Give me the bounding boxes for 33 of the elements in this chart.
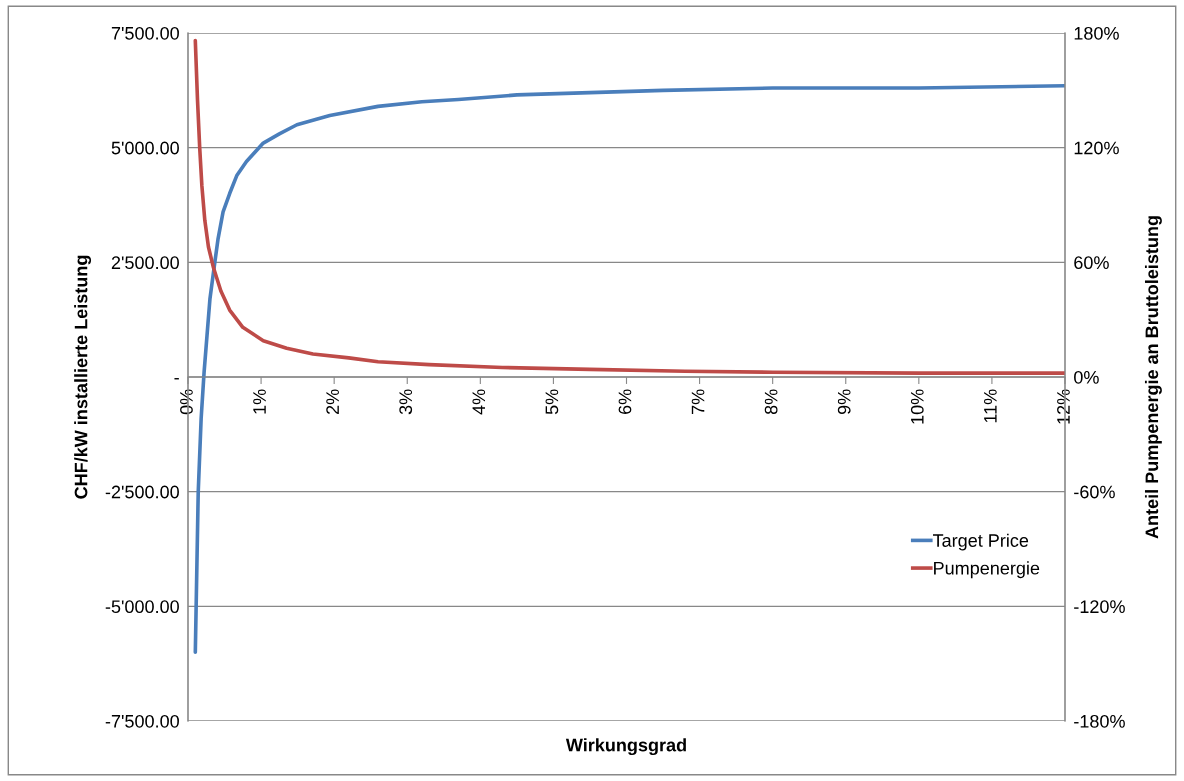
line-series xyxy=(193,38,1065,375)
y2-axis-title: Anteil Pumpenergie an Bruttoleistung xyxy=(1144,216,1162,539)
y2-tick-label: -120% xyxy=(1074,600,1125,614)
y-tick-label: - xyxy=(174,378,179,380)
y2-tick-label: 180% xyxy=(1074,26,1119,40)
y-tick-label: -5'000.00 xyxy=(105,600,179,614)
x-tick-label: 10% xyxy=(910,389,924,424)
y2-tick-label: -180% xyxy=(1074,714,1125,728)
y2-tick-label: 120% xyxy=(1074,141,1119,155)
legend-label: Target Price xyxy=(933,533,1029,551)
legend-label: Pumpenergie xyxy=(934,561,1040,579)
y-tick-label: 5'000.00 xyxy=(111,141,179,155)
y-tick-label: 7'500.00 xyxy=(111,26,179,40)
x-tick-label: 3% xyxy=(399,389,413,415)
x-axis-title: Wirkungsgrad xyxy=(565,738,686,756)
x-tick-label: 8% xyxy=(764,389,778,415)
x-tick-label: 2% xyxy=(326,389,339,414)
y-tick-label: 2'500.00 xyxy=(111,256,179,270)
x-tick-label: 9% xyxy=(837,389,851,415)
x-tick-label: 6% xyxy=(618,389,632,414)
x-tick-label: 11% xyxy=(984,389,997,423)
y2-tick-label: 0% xyxy=(1074,370,1099,384)
y-tick-label: -2'500.00 xyxy=(105,485,179,499)
x-tick-label: 5% xyxy=(545,389,559,415)
x-tick-label: 4% xyxy=(472,389,486,415)
y2-tick-label: 60% xyxy=(1074,256,1109,270)
y-tick-label: -7'500.00 xyxy=(105,714,179,728)
x-tick-label: 1% xyxy=(253,389,266,414)
y2-tick-label: -60% xyxy=(1074,485,1115,499)
x-tick-label: 7% xyxy=(691,389,705,414)
x-tick-label: 0% xyxy=(180,389,193,415)
x-tick-label: 12% xyxy=(1057,389,1070,424)
y-axis-title: CHF/kW installierte Leistung xyxy=(74,255,92,499)
